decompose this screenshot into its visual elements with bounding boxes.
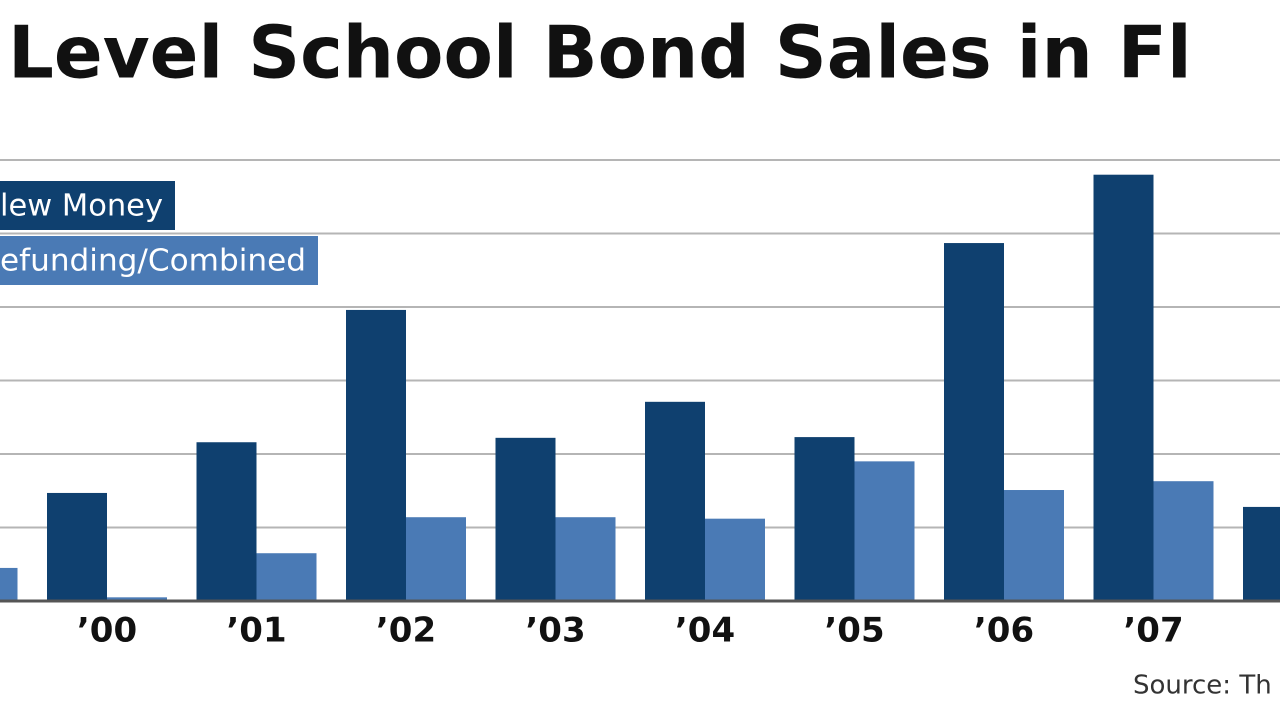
x-tick-label: ’06 bbox=[974, 611, 1034, 651]
bar bbox=[107, 597, 167, 601]
bars bbox=[0, 174, 1280, 601]
bar bbox=[1153, 481, 1214, 601]
bar bbox=[705, 518, 765, 601]
grid bbox=[0, 159, 1280, 529]
bar bbox=[794, 437, 855, 601]
bar bbox=[1004, 490, 1064, 601]
x-tick-label: ’01 bbox=[226, 611, 286, 651]
bar bbox=[944, 243, 1004, 601]
x-tick-label: ’03 bbox=[525, 611, 585, 651]
source: Source: Th bbox=[1133, 671, 1272, 701]
bar bbox=[495, 437, 556, 601]
x-tick-label: ’05 bbox=[824, 611, 884, 651]
bar bbox=[645, 401, 705, 601]
legend-swatch bbox=[0, 236, 318, 285]
bar bbox=[406, 517, 466, 601]
bar bbox=[555, 517, 616, 601]
legend-label: efunding/Combined bbox=[0, 244, 306, 279]
bar bbox=[346, 309, 406, 601]
x-tick-label: ’00 bbox=[77, 611, 137, 651]
x-labels: ’00’01’02’03’04’05’06’07’0 bbox=[77, 611, 1184, 651]
bar bbox=[1093, 174, 1154, 601]
bar bbox=[47, 492, 107, 601]
bar bbox=[196, 442, 257, 601]
x-tick-label: ’02 bbox=[376, 611, 436, 651]
legend-label: lew Money bbox=[0, 189, 163, 224]
bar bbox=[1243, 506, 1280, 601]
bar bbox=[854, 461, 915, 601]
chart-title: Level School Bond Sales in Fl bbox=[8, 11, 1192, 95]
x-tick-label: ’07 bbox=[1123, 611, 1183, 651]
x-tick-label: ’04 bbox=[675, 611, 735, 651]
legend-swatch bbox=[0, 181, 175, 230]
legend: lew Money efunding/Combined bbox=[0, 181, 318, 285]
bar bbox=[0, 567, 18, 601]
bar bbox=[256, 553, 317, 601]
